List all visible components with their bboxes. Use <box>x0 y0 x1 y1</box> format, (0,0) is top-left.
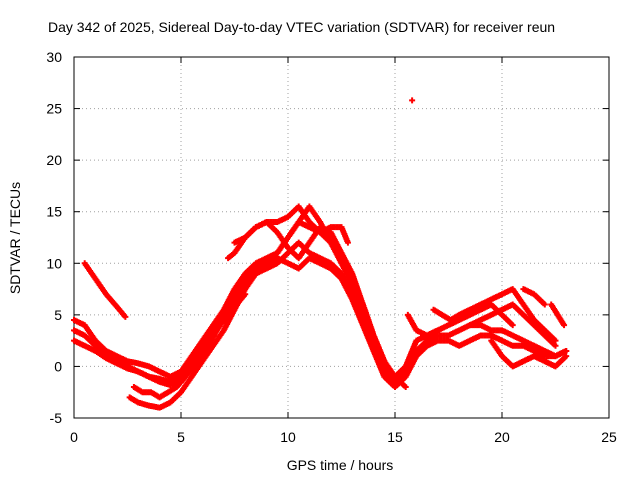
data-point <box>122 313 129 320</box>
series-track-8 <box>231 203 351 246</box>
data-point <box>409 97 416 104</box>
x-tick-label: 5 <box>177 429 185 445</box>
data-point <box>392 378 398 385</box>
axis-ticks: 0 5 10 15 20 25 -5 0 5 10 15 20 25 30 <box>46 49 617 445</box>
y-tick-label: 10 <box>46 255 62 271</box>
data-point <box>242 291 249 298</box>
y-tick-label: 15 <box>46 204 62 220</box>
y-axis-label: SDTVAR / TECUs <box>7 182 23 294</box>
y-tick-label: 30 <box>46 49 62 65</box>
y-tick-label: -5 <box>50 410 63 426</box>
data-point <box>541 301 548 308</box>
y-tick-label: 0 <box>54 358 62 374</box>
chart-title: Day 342 of 2025, Sidereal Day-to-day VTE… <box>48 19 555 35</box>
data-point <box>552 342 559 349</box>
x-tick-label: 20 <box>494 429 510 445</box>
x-tick-label: 25 <box>601 429 617 445</box>
x-tick-label: 0 <box>70 429 78 445</box>
series-track-15 <box>409 97 416 104</box>
x-axis-label: GPS time / hours <box>287 457 394 473</box>
data-point <box>561 322 568 329</box>
data-point <box>563 347 570 354</box>
data-point <box>509 322 516 329</box>
series-track-10 <box>430 286 559 344</box>
series-track-11 <box>466 301 559 349</box>
x-tick-label: 10 <box>280 429 296 445</box>
series-track-12 <box>488 337 570 370</box>
x-tick-label: 15 <box>387 429 403 445</box>
y-tick-label: 25 <box>46 101 62 117</box>
data-point <box>563 353 570 360</box>
series-track-6 <box>130 291 249 401</box>
series-track-13 <box>520 286 548 308</box>
series-track-14 <box>548 301 568 329</box>
data-point <box>344 239 351 246</box>
data-point <box>402 384 409 391</box>
series-track-4 <box>81 260 129 320</box>
series-track-9 <box>404 301 516 339</box>
y-tick-label: 5 <box>54 307 62 323</box>
y-tick-label: 20 <box>46 152 62 168</box>
series-track-3 <box>71 255 570 391</box>
data-marks <box>71 97 570 411</box>
plot-area-border <box>73 56 610 419</box>
